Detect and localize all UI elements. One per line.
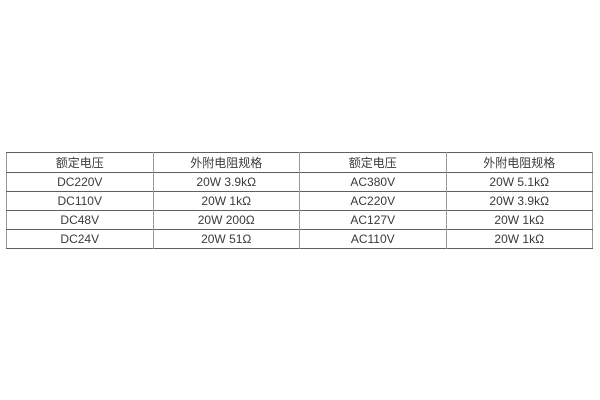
voltage-resistor-spec-table: 额定电压 外附电阻规格 额定电压 外附电阻规格 DC220V 20W 3.9kΩ… xyxy=(6,152,593,249)
cell-voltage: AC110V xyxy=(299,229,446,249)
table-row: DC24V 20W 51Ω AC110V 20W 1kΩ xyxy=(6,229,593,249)
cell-voltage: DC48V xyxy=(6,210,153,230)
cell-resistor-spec: 20W 3.9kΩ xyxy=(445,191,593,211)
cell-resistor-spec: 20W 5.1kΩ xyxy=(445,172,593,192)
cell-resistor-spec: 20W 200Ω xyxy=(152,210,300,230)
table-header-row: 额定电压 外附电阻规格 额定电压 外附电阻规格 xyxy=(7,152,593,173)
table-row: DC48V 20W 200Ω AC127V 20W 1kΩ xyxy=(6,210,593,230)
table-row: DC110V 20W 1kΩ AC220V 20W 3.9kΩ xyxy=(6,191,593,211)
cell-resistor-spec: 20W 1kΩ xyxy=(445,210,593,230)
cell-voltage: AC220V xyxy=(299,191,446,211)
header-rated-voltage-dc: 额定电压 xyxy=(55,156,104,170)
cell-resistor-spec: 20W 51Ω xyxy=(152,229,300,249)
header-external-resistor-spec-ac: 外附电阻规格 xyxy=(445,152,593,173)
cell-resistor-spec: 20W 3.9kΩ xyxy=(152,172,300,192)
cell-voltage: DC220V xyxy=(6,172,153,192)
table-row: DC220V 20W 3.9kΩ AC380V 20W 5.1kΩ xyxy=(6,172,593,192)
header-rated-voltage-ac: 额定电压 xyxy=(299,152,446,173)
header-external-resistor-spec-dc: 外附电阻规格 xyxy=(152,152,300,173)
cell-resistor-spec: 20W 1kΩ xyxy=(445,229,593,249)
cell-voltage: DC24V xyxy=(6,229,153,249)
cell-voltage: DC110V xyxy=(6,191,153,211)
spec-table-container: 额定电压 外附电阻规格 额定电压 外附电阻规格 DC220V 20W 3.9kΩ… xyxy=(6,152,593,249)
cell-voltage: AC127V xyxy=(299,210,446,230)
cell-resistor-spec: 20W 1kΩ xyxy=(152,191,300,211)
cell-voltage: AC380V xyxy=(299,172,446,192)
